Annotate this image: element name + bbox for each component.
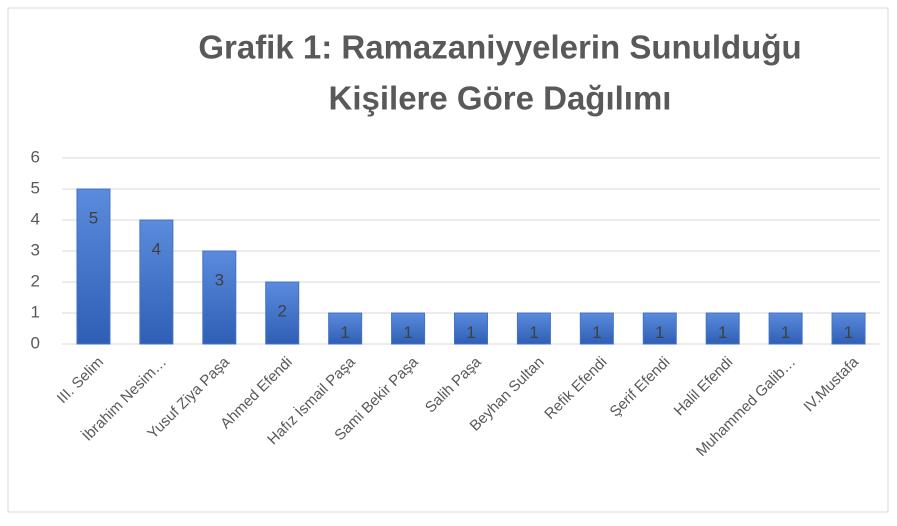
data-label: 1 <box>592 323 601 342</box>
data-label: 1 <box>844 323 853 342</box>
bar <box>516 312 551 345</box>
data-label: 1 <box>466 323 475 342</box>
chart-title: Grafik 1: Ramazaniyyelerin Sunulduğu <box>198 29 801 66</box>
bar <box>831 312 866 345</box>
bar <box>642 312 677 345</box>
bar <box>391 312 426 345</box>
chart-title: Kişilere Göre Dağılımı <box>329 80 672 117</box>
data-label: 1 <box>403 323 412 342</box>
bar <box>202 250 237 345</box>
bar <box>768 312 803 345</box>
y-tick-label: 3 <box>31 240 40 259</box>
y-tick-label: 4 <box>31 209 40 228</box>
data-label: 1 <box>655 323 664 342</box>
data-label: 1 <box>718 323 727 342</box>
y-tick-label: 1 <box>31 302 40 321</box>
y-tick-label: 0 <box>31 333 40 352</box>
data-label: 4 <box>152 239 161 258</box>
bar <box>454 312 488 345</box>
bar <box>579 312 614 345</box>
bar <box>265 281 300 345</box>
y-tick-label: 2 <box>31 271 40 290</box>
bar <box>76 188 111 345</box>
y-tick-label: 5 <box>31 178 40 197</box>
y-tick-label: 6 <box>31 147 40 166</box>
data-label: 1 <box>781 323 790 342</box>
bar <box>705 312 740 345</box>
bar <box>139 219 174 345</box>
bar <box>328 312 363 345</box>
data-label: 3 <box>215 270 224 289</box>
data-label: 2 <box>277 301 286 320</box>
data-label: 5 <box>89 208 98 227</box>
data-label: 1 <box>529 323 538 342</box>
data-label: 1 <box>340 323 349 342</box>
